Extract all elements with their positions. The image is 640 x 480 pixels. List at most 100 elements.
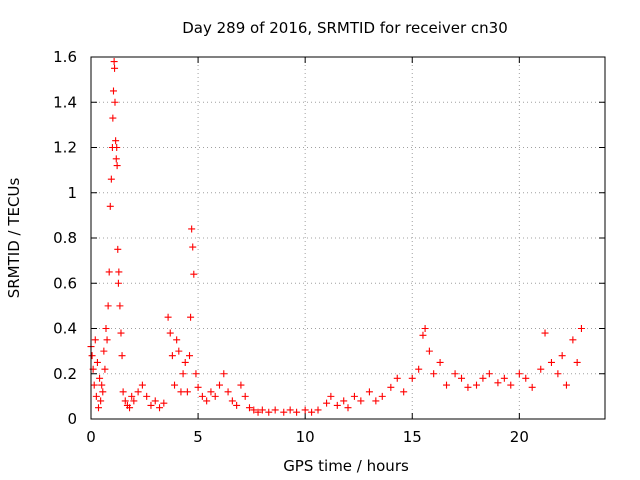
y-tick-label: 1 bbox=[67, 184, 77, 202]
data-point bbox=[175, 347, 183, 355]
data-point bbox=[500, 374, 508, 382]
y-tick-label: 0.6 bbox=[53, 274, 77, 292]
data-point bbox=[528, 383, 536, 391]
y-tick-label: 0.4 bbox=[53, 320, 77, 338]
data-point bbox=[110, 58, 118, 66]
data-point bbox=[254, 408, 262, 416]
data-point bbox=[164, 313, 172, 321]
data-point bbox=[286, 406, 294, 414]
x-tick-label: 20 bbox=[510, 428, 529, 446]
y-tick-label: 1.4 bbox=[53, 93, 77, 111]
data-point bbox=[241, 392, 249, 400]
data-point bbox=[207, 388, 215, 396]
data-point bbox=[186, 352, 194, 360]
data-point bbox=[464, 383, 472, 391]
y-tick-label: 0.8 bbox=[53, 229, 77, 247]
data-point bbox=[112, 137, 120, 145]
y-axis-label: SRMTID / TECUs bbox=[5, 178, 23, 299]
data-point bbox=[393, 374, 401, 382]
data-point bbox=[494, 379, 502, 387]
data-point bbox=[134, 388, 142, 396]
data-point bbox=[92, 392, 100, 400]
data-point bbox=[425, 347, 433, 355]
data-point bbox=[485, 370, 493, 378]
x-tick-label: 15 bbox=[403, 428, 422, 446]
data-point bbox=[245, 404, 253, 412]
data-point bbox=[479, 374, 487, 382]
y-tick-label: 0 bbox=[67, 410, 77, 428]
x-tick-label: 0 bbox=[86, 428, 96, 446]
data-point bbox=[258, 406, 266, 414]
data-point bbox=[187, 313, 195, 321]
data-point bbox=[97, 397, 105, 405]
data-point bbox=[93, 358, 101, 366]
data-point bbox=[515, 370, 523, 378]
data-point bbox=[96, 374, 104, 382]
data-point bbox=[522, 374, 530, 382]
data-point bbox=[116, 302, 124, 310]
data-point bbox=[378, 392, 386, 400]
data-point bbox=[105, 268, 113, 276]
data-point bbox=[192, 370, 200, 378]
data-point bbox=[160, 399, 168, 407]
data-point bbox=[220, 370, 228, 378]
data-point bbox=[128, 392, 136, 400]
data-point bbox=[107, 175, 115, 183]
data-point bbox=[112, 155, 120, 163]
data-point bbox=[111, 98, 119, 106]
data-point bbox=[541, 329, 549, 337]
data-point bbox=[203, 397, 211, 405]
data-point bbox=[104, 302, 112, 310]
data-point bbox=[323, 399, 331, 407]
y-tick-label: 1.6 bbox=[53, 48, 77, 66]
data-point bbox=[119, 388, 127, 396]
data-point bbox=[415, 365, 423, 373]
data-point bbox=[91, 336, 99, 344]
x-tick-label: 5 bbox=[193, 428, 203, 446]
data-point bbox=[198, 392, 206, 400]
data-point bbox=[94, 404, 102, 412]
data-point bbox=[118, 352, 126, 360]
data-point bbox=[216, 381, 223, 389]
data-point bbox=[117, 329, 125, 337]
data-point bbox=[166, 329, 174, 337]
data-point bbox=[113, 144, 121, 151]
data-point bbox=[173, 336, 181, 344]
data-point bbox=[188, 225, 196, 233]
data-point bbox=[280, 408, 288, 416]
data-point bbox=[194, 383, 202, 391]
data-point bbox=[130, 397, 138, 405]
chart-title: Day 289 of 2016, SRMTID for receiver cn3… bbox=[182, 19, 508, 37]
data-point bbox=[171, 381, 179, 389]
data-points bbox=[87, 58, 585, 416]
data-point bbox=[387, 383, 395, 391]
data-point bbox=[126, 404, 134, 412]
data-point bbox=[103, 336, 111, 344]
data-point bbox=[473, 381, 480, 389]
data-point bbox=[101, 365, 109, 373]
data-point bbox=[562, 381, 570, 389]
data-point bbox=[179, 370, 187, 378]
data-point bbox=[458, 374, 466, 382]
data-point bbox=[308, 408, 316, 416]
data-point bbox=[143, 392, 151, 400]
data-point bbox=[177, 388, 185, 396]
data-point bbox=[344, 404, 352, 412]
ticks-layer: 0 0.2 0.4 0.6 0.8 1 1.2 1.4 1.6 0 5 10 15 20 bbox=[53, 48, 605, 446]
y-tick-label: 1.2 bbox=[53, 139, 77, 157]
data-point bbox=[419, 331, 427, 339]
data-point bbox=[147, 401, 155, 409]
plot-frame bbox=[90, 56, 606, 420]
grid-layer bbox=[91, 57, 605, 419]
data-point bbox=[430, 370, 438, 378]
data-point bbox=[443, 381, 451, 389]
data-point bbox=[88, 352, 96, 360]
data-point bbox=[233, 401, 241, 409]
data-point bbox=[507, 381, 515, 389]
data-point bbox=[113, 162, 121, 170]
data-point bbox=[265, 408, 273, 416]
data-point bbox=[577, 325, 585, 332]
y-tick-label: 0.2 bbox=[53, 365, 77, 383]
